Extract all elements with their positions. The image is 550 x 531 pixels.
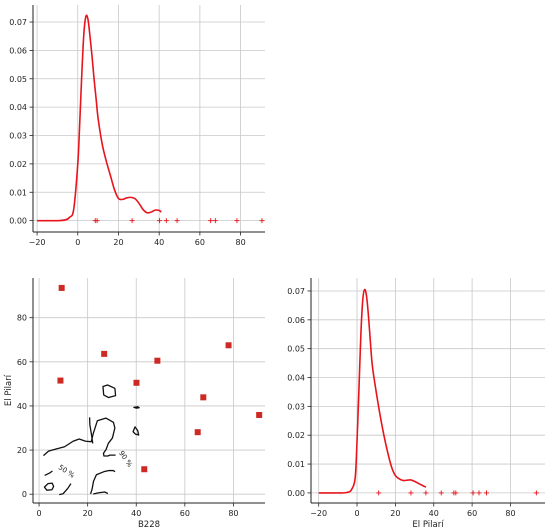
y-axis-label: El Pilarí	[4, 374, 14, 406]
contour-line	[102, 384, 117, 399]
y-tick-label: 0	[22, 490, 27, 499]
x-tick-label: 40	[429, 509, 439, 518]
density-curve	[37, 14, 162, 222]
contour-line	[133, 406, 140, 409]
y-tick-label: 0.00	[9, 217, 27, 226]
x-tick-label: −20	[310, 509, 327, 518]
panel-bottom-left: 0 20 40 60 80 0 20 40 60 80 B228 El Pilarí 50 % 90 %	[4, 278, 265, 530]
contour-line	[93, 491, 109, 495]
x-tick-label: 80	[505, 509, 515, 518]
y-tick-label: 0.02	[287, 431, 305, 440]
x-tick-label: 60	[467, 509, 477, 518]
density-curve	[318, 288, 427, 494]
contour-line	[59, 483, 72, 496]
data-point	[194, 429, 201, 436]
y-tick-label: 80	[17, 314, 27, 323]
data-point	[133, 379, 140, 386]
data-point	[256, 411, 263, 418]
y-tick-label: 0.06	[9, 46, 27, 55]
data-point	[101, 350, 108, 357]
y-tick-label: 0.04	[9, 103, 27, 112]
data-point	[57, 377, 64, 384]
x-tick-label: 20	[390, 509, 400, 518]
contours	[43, 384, 140, 496]
x-tick-label: −20	[29, 238, 46, 247]
rug	[92, 218, 265, 224]
y-tick-label: 0.02	[9, 160, 27, 169]
x-tick-label: 20	[83, 509, 93, 518]
x-tick-label: 0	[37, 509, 42, 518]
y-tick-label: 20	[17, 446, 27, 455]
contour-label: 90 %	[117, 449, 134, 468]
y-tick-label: 0.07	[9, 18, 27, 27]
points	[57, 284, 263, 473]
y-tick-label: 0.06	[287, 316, 305, 325]
x-tick-label: 60	[180, 509, 190, 518]
rug	[376, 490, 539, 496]
y-tick-label: 0.00	[287, 489, 305, 498]
panel-top: −20 0 20 40 60 80 0.00 0.01 0.02 0.03 0.04 0.05 0.06…	[9, 5, 265, 247]
data-point	[225, 342, 232, 349]
x-tick-label: 60	[195, 238, 205, 247]
contour-line	[44, 470, 53, 477]
contour-label: 50 %	[57, 463, 77, 480]
y-tick-label: 0.05	[287, 345, 305, 354]
data-point	[200, 394, 207, 401]
contour-line	[89, 469, 116, 495]
y-tick-label: 0.03	[287, 402, 305, 411]
x-tick-label: 0	[75, 238, 80, 247]
data-point	[154, 357, 161, 364]
x-tick-label: 20	[113, 238, 123, 247]
y-tick-label: 40	[17, 402, 27, 411]
y-tick-label: 0.01	[287, 460, 305, 469]
x-tick-label: 80	[228, 509, 238, 518]
y-tick-label: 0.03	[9, 132, 27, 141]
panel-bottom-right: −20 0 20 40 60 80 0.00 0.01 0.02 0.03 0.04 0.05 0.06…	[287, 278, 545, 530]
x-axis-label: B228	[138, 520, 160, 530]
x-tick-label: 40	[154, 238, 164, 247]
contour-line	[43, 417, 116, 457]
y-tick-label: 0.01	[9, 188, 27, 197]
data-point	[141, 466, 148, 473]
grid	[311, 278, 545, 503]
x-tick-label: 80	[235, 238, 245, 247]
x-tick-label: 0	[354, 509, 359, 518]
y-tick-label: 0.07	[287, 287, 305, 296]
grid	[33, 278, 265, 503]
grid	[33, 5, 265, 232]
data-point	[58, 284, 65, 291]
y-tick-label: 60	[17, 358, 27, 367]
y-tick-label: 0.04	[287, 374, 305, 383]
x-tick-label: 40	[131, 509, 141, 518]
y-tick-label: 0.05	[9, 75, 27, 84]
contour-line	[88, 417, 94, 444]
contour-line	[43, 482, 55, 491]
contour-line	[132, 426, 140, 436]
x-axis-label: El Pilarí	[412, 520, 444, 530]
